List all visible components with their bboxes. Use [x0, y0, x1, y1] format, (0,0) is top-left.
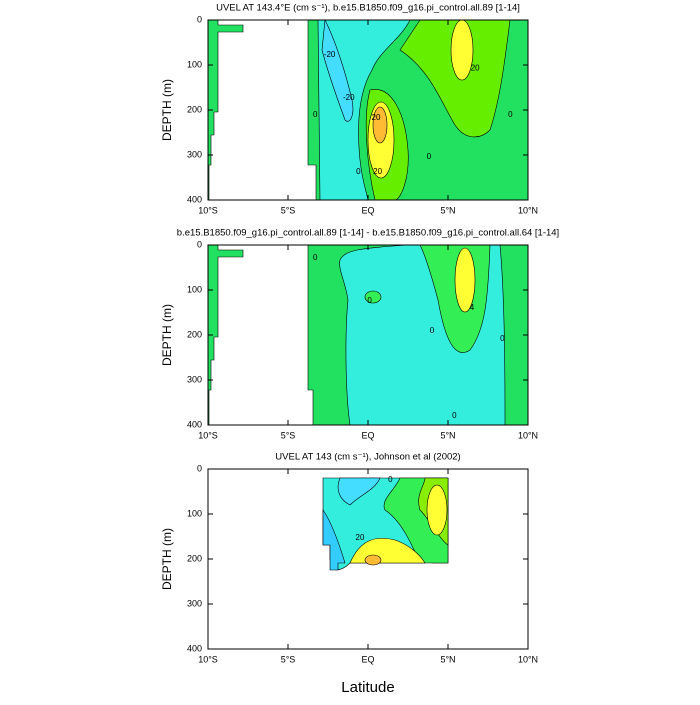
x-tick-label: 5°N	[440, 205, 455, 215]
y-tick-label: 300	[187, 598, 202, 608]
y-tick-label: 200	[187, 329, 202, 339]
chart-title: b.e15.B1850.f09_g16.pi_control.all.89 [1…	[177, 228, 559, 239]
y-tick-label: 400	[187, 643, 202, 653]
x-tick-label: 5°N	[440, 430, 455, 440]
contour-label: 20	[471, 63, 480, 72]
chart-title: UVEL AT 143.4°E (cm s⁻¹), b.e15.B1850.f0…	[216, 3, 520, 14]
contour-label: 0	[313, 253, 318, 262]
contour-fill	[208, 20, 528, 200]
x-tick-label: EQ	[361, 430, 374, 440]
contour-label: 0	[430, 326, 435, 335]
x-tick-label: 10°N	[518, 430, 538, 440]
x-tick-label: EQ	[361, 205, 374, 215]
y-tick-label: 400	[187, 194, 202, 204]
y-tick-label: 100	[187, 508, 202, 518]
contour-label: 0	[427, 152, 432, 161]
chart-title: UVEL AT 143 (cm s⁻¹), Johnson et al (200…	[275, 452, 460, 463]
y-axis-label: DEPTH (m)	[160, 79, 174, 141]
y-tick-label: 100	[187, 59, 202, 69]
x-tick-label: 5°N	[440, 654, 455, 664]
contour-label: 0	[313, 110, 318, 119]
y-axis-label: DEPTH (m)	[160, 528, 174, 590]
x-tick-label: 10°S	[198, 654, 218, 664]
contour-label: 4	[470, 303, 475, 312]
x-tick-label: 5°S	[281, 205, 296, 215]
contour-fill	[322, 477, 449, 571]
x-tick-label: 10°N	[518, 654, 538, 664]
y-tick-label: 300	[187, 374, 202, 384]
y-tick-label: 0	[197, 239, 202, 249]
x-tick-label: 10°S	[198, 430, 218, 440]
contour-label: 20	[372, 113, 381, 122]
y-tick-label: 0	[197, 14, 202, 24]
y-tick-label: 200	[187, 104, 202, 114]
contour-label: 0	[500, 334, 505, 343]
y-tick-label: 300	[187, 149, 202, 159]
y-tick-label: 200	[187, 553, 202, 563]
x-tick-label: 5°S	[281, 654, 296, 664]
x-tick-label: 10°N	[518, 205, 538, 215]
contour-label: 0	[452, 411, 457, 420]
y-tick-label: 100	[187, 284, 202, 294]
contour-label: 20	[356, 533, 365, 542]
x-tick-label: 5°S	[281, 430, 296, 440]
x-axis-label: Latitude	[341, 679, 394, 696]
contour-label: 0	[356, 167, 361, 176]
contour-label: 0	[367, 296, 372, 305]
contour-fill	[208, 245, 528, 425]
contour-label: -20	[324, 50, 336, 59]
y-tick-label: 400	[187, 419, 202, 429]
contour-label: 20	[373, 167, 382, 176]
x-tick-label: 10°S	[198, 205, 218, 215]
contour-label: 0	[508, 110, 513, 119]
contour-label: -20	[343, 93, 355, 102]
x-tick-label: EQ	[361, 654, 374, 664]
y-tick-label: 0	[197, 463, 202, 473]
y-axis-label: DEPTH (m)	[160, 304, 174, 366]
contour-label: 0	[388, 475, 393, 484]
